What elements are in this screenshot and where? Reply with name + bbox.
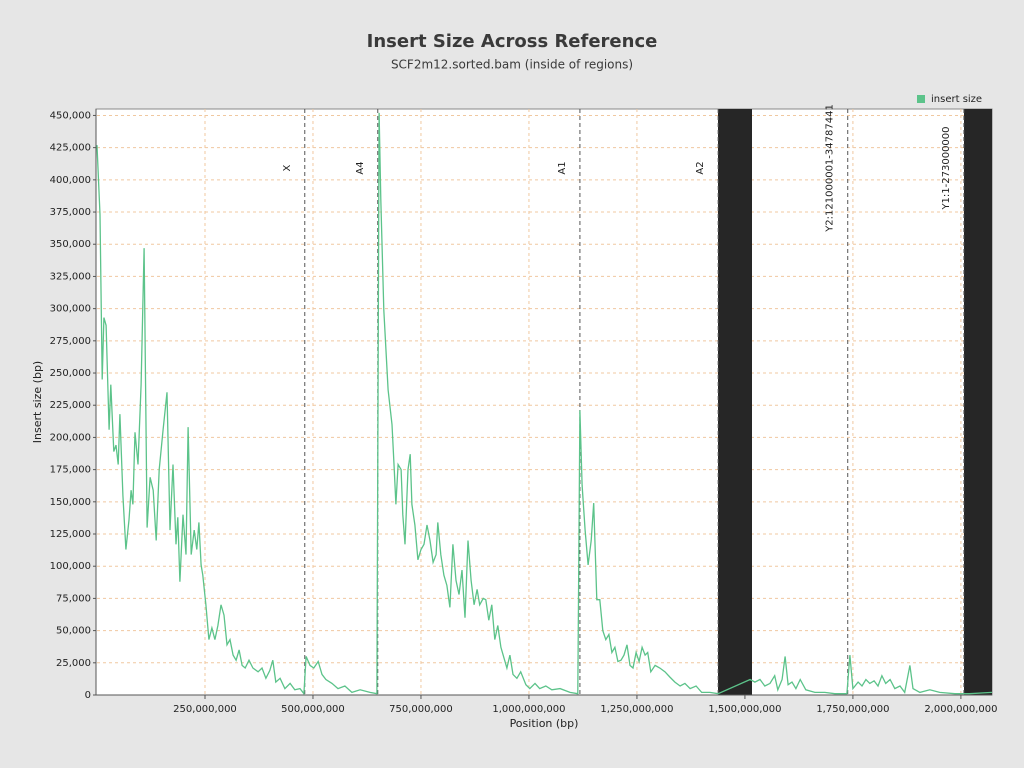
y-tick-label: 375,000 [50,207,91,218]
x-tick-label: 500,000,000 [281,704,345,715]
overlapping-labels [718,109,992,695]
legend-swatch [917,95,925,103]
y-tick-label: 175,000 [50,465,91,476]
region-label: Y2:121000001-34787441 [825,104,836,233]
legend-label: insert size [931,94,982,105]
y-tick-label: 275,000 [50,336,91,347]
y-tick-label: 200,000 [50,432,91,443]
chart-subtitle: SCF2m12.sorted.bam (inside of regions) [391,58,633,72]
dense-label-block [718,109,752,695]
y-tick-label: 400,000 [50,175,91,186]
y-tick-label: 0 [85,690,91,701]
dense-label-block [964,109,992,695]
y-tick-label: 150,000 [50,497,91,508]
x-tick-label: 1,500,000,000 [708,704,781,715]
y-tick-label: 250,000 [50,368,91,379]
y-tick-label: 300,000 [50,304,91,315]
x-tick-label: 1,000,000,000 [492,704,565,715]
region-label: A1 [557,161,568,174]
y-tick-label: 325,000 [50,271,91,282]
x-tick-label: 250,000,000 [173,704,237,715]
x-tick-label: 750,000,000 [389,704,453,715]
y-tick-label: 225,000 [50,400,91,411]
region-label: X [282,164,293,171]
x-tick-label: 1,750,000,000 [816,704,889,715]
y-tick-label: 425,000 [50,143,91,154]
y-tick-label: 25,000 [56,658,91,669]
x-tick-label: 2,000,000,000 [924,704,997,715]
region-label: A4 [355,161,366,174]
region-label: Y1:1-273000000 [941,126,952,210]
y-tick-label: 75,000 [56,593,91,604]
x-tick-label: 1,250,000,000 [600,704,673,715]
x-axis-label: Position (bp) [510,717,579,730]
region-label: A2 [695,161,706,174]
y-tick-label: 450,000 [50,110,91,121]
y-tick-label: 100,000 [50,561,91,572]
y-axis-label: Insert size (bp) [31,361,44,443]
y-tick-label: 50,000 [56,626,91,637]
chart-title: Insert Size Across Reference [367,31,658,52]
data-line [96,112,993,696]
plot-area [95,108,993,696]
y-tick-label: 350,000 [50,239,91,250]
y-tick-label: 125,000 [50,529,91,540]
